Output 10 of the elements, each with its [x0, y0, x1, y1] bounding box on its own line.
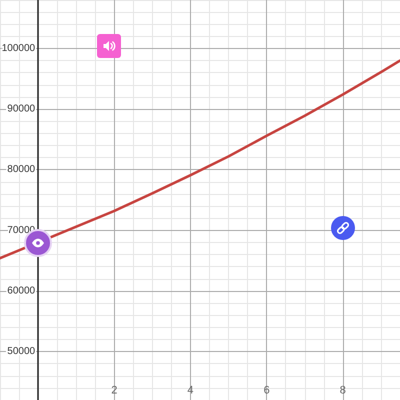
- x-tick-label: 4: [187, 384, 194, 396]
- y-tick-label: 60000: [7, 285, 36, 296]
- x-tick-label: 8: [340, 384, 346, 396]
- y-tick-label: 100000: [2, 42, 36, 54]
- x-tick-label: 2: [111, 384, 118, 396]
- y-tick-label: 50000: [7, 346, 36, 358]
- y-tick-label: 80000: [7, 164, 36, 176]
- x-tick-label: 6: [264, 384, 270, 396]
- y-tick-label: 90000: [7, 104, 36, 115]
- line-series: [0, 59, 400, 260]
